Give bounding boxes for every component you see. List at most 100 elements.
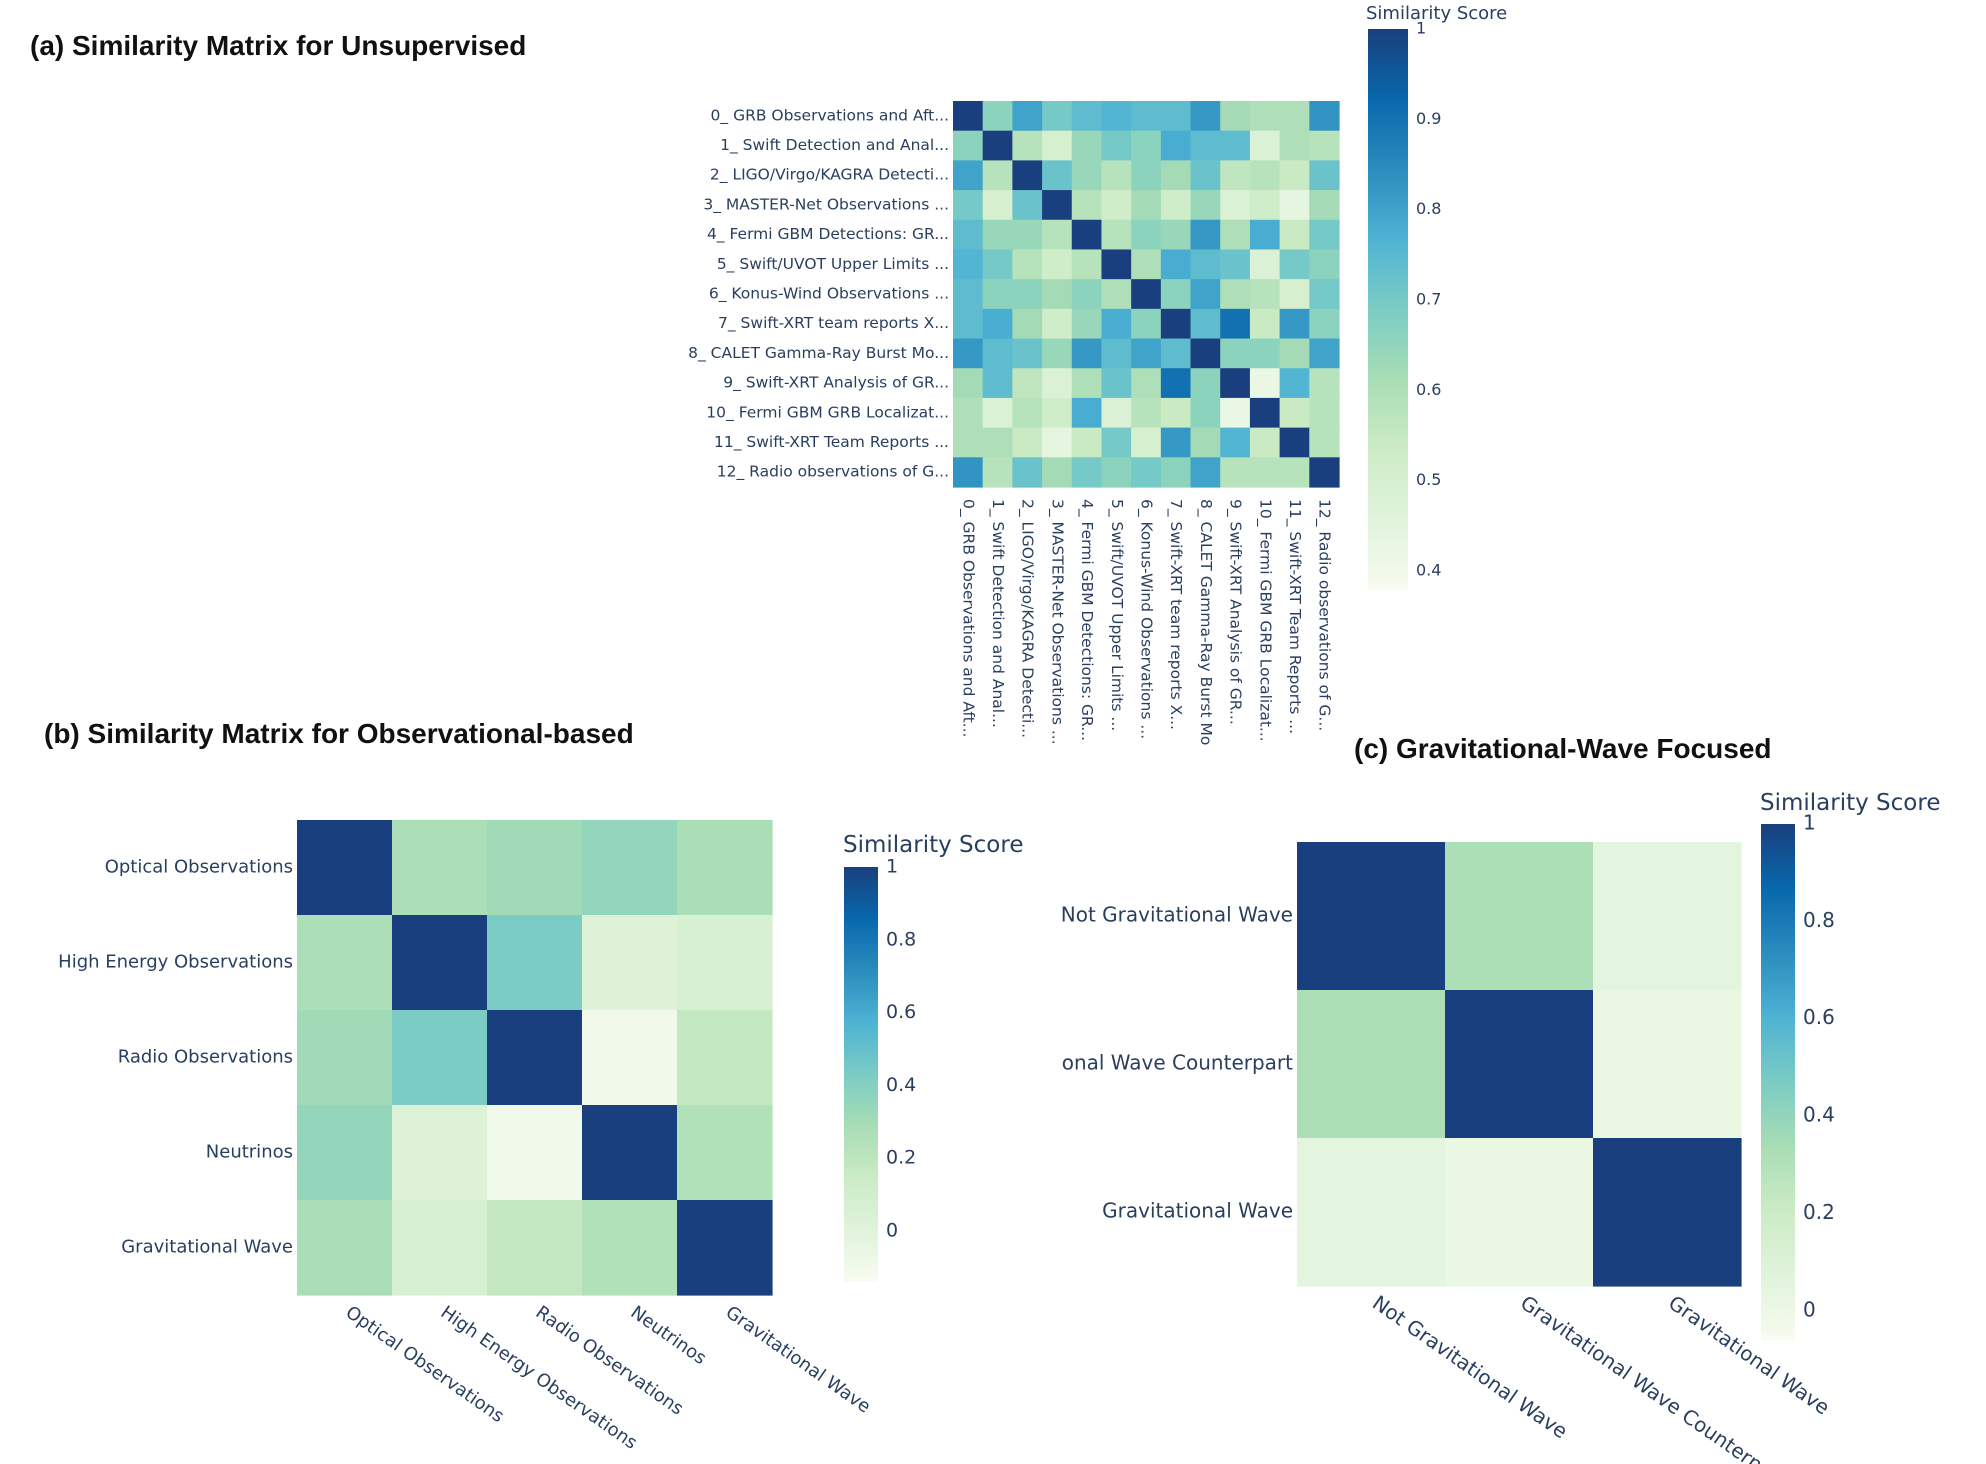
a-cell-8-0 — [953, 338, 984, 369]
b-cell-2-0 — [297, 1010, 393, 1106]
a-cell-1-3 — [1042, 130, 1073, 161]
c-y-label-1: onal Wave Counterpart — [1062, 1051, 1293, 1075]
a-cell-7-1 — [982, 308, 1013, 340]
a-cell-6-6 — [1131, 279, 1162, 310]
a-cell-1-12 — [1309, 130, 1340, 161]
b-y-label-0: Optical Observations — [105, 857, 293, 878]
a-cell-6-1 — [982, 279, 1013, 310]
b-colorbar-tick-0: 0 — [886, 1220, 898, 1242]
a-cell-9-1 — [982, 368, 1013, 399]
a-colorbar-title: Similarity Score — [1366, 3, 1507, 24]
c-colorbar-tick-1: 0.2 — [1803, 1200, 1835, 1224]
c-cell-0-1 — [1445, 842, 1594, 991]
b-cell-1-3 — [582, 915, 678, 1011]
a-colorbar-tick-1: 0.5 — [1416, 470, 1441, 489]
a-colorbar-tick-6: 1 — [1416, 19, 1426, 38]
b-cell-3-1 — [392, 1105, 488, 1201]
a-cell-0-0 — [953, 101, 984, 132]
a-cell-12-9 — [1220, 457, 1251, 488]
a-cell-11-2 — [1012, 427, 1043, 458]
a-cell-11-12 — [1309, 427, 1340, 458]
a-cell-0-1 — [982, 101, 1013, 132]
b-cell-0-2 — [487, 820, 583, 916]
c-y-label-2: Gravitational Wave — [1102, 1199, 1293, 1223]
c-cell-0-2 — [1593, 842, 1742, 991]
a-cell-7-9 — [1220, 308, 1251, 340]
a-cell-0-12 — [1309, 101, 1340, 132]
a-y-label-4: 4_ Fermi GBM Detections: GR... — [707, 225, 949, 244]
a-cell-6-0 — [953, 279, 984, 310]
b-cell-3-2 — [487, 1105, 583, 1201]
a-cell-1-11 — [1279, 130, 1310, 161]
panel-b-title: (b) Similarity Matrix for Observational-… — [44, 718, 634, 749]
a-cell-5-0 — [953, 249, 984, 280]
c-colorbar — [1761, 824, 1795, 1340]
c-y-label-0: Not Gravitational Wave — [1061, 903, 1293, 927]
b-cell-0-4 — [677, 820, 773, 916]
a-cell-7-7 — [1160, 308, 1192, 340]
a-x-label-9: 9_ Swift-XRT Analysis of GR... — [1226, 499, 1245, 725]
a-cell-3-12 — [1309, 190, 1340, 221]
a-y-label-0: 0_ GRB Observations and Aft... — [711, 106, 949, 125]
a-cell-2-7 — [1160, 160, 1192, 191]
heatmap-a: 0_ GRB Observations and Aft... 1_ Swift D… — [688, 3, 1507, 745]
a-cell-2-10 — [1249, 160, 1281, 191]
b-cell-1-1 — [392, 915, 488, 1011]
a-cell-10-6 — [1131, 397, 1162, 429]
a-cell-10-11 — [1279, 397, 1310, 429]
a-cell-0-9 — [1220, 101, 1251, 132]
a-cell-9-2 — [1012, 368, 1043, 399]
a-cell-2-0 — [953, 160, 984, 191]
a-cell-7-0 — [953, 308, 984, 340]
a-cell-12-5 — [1101, 457, 1132, 488]
a-cell-7-2 — [1012, 308, 1043, 340]
a-cell-11-5 — [1101, 427, 1132, 458]
a-cell-8-3 — [1042, 338, 1073, 369]
a-cell-8-7 — [1160, 338, 1192, 369]
a-cell-4-2 — [1012, 219, 1043, 251]
b-cell-1-4 — [677, 915, 773, 1011]
a-x-label-2: 2_ LIGO/Virgo/KAGRA Detecti... — [1018, 499, 1037, 738]
b-cell-4-4 — [677, 1200, 773, 1296]
a-cell-4-1 — [982, 219, 1013, 251]
c-colorbar-title: Similarity Score — [1760, 790, 1940, 816]
a-cell-1-10 — [1249, 130, 1281, 161]
a-cell-12-8 — [1190, 457, 1221, 488]
a-cell-9-8 — [1190, 368, 1221, 399]
a-cell-3-9 — [1220, 190, 1251, 221]
a-cell-6-8 — [1190, 279, 1221, 310]
a-cell-4-0 — [953, 219, 984, 251]
a-cell-0-4 — [1071, 101, 1103, 132]
a-cell-11-1 — [982, 427, 1013, 458]
a-cell-10-8 — [1190, 397, 1221, 429]
a-cell-8-11 — [1279, 338, 1310, 369]
a-cell-3-1 — [982, 190, 1013, 221]
a-cell-5-3 — [1042, 249, 1073, 280]
a-cell-1-8 — [1190, 130, 1221, 161]
a-cell-10-9 — [1220, 397, 1251, 429]
a-cell-9-10 — [1249, 368, 1281, 399]
a-cell-3-6 — [1131, 190, 1162, 221]
a-cell-9-6 — [1131, 368, 1162, 399]
b-x-label-0: Optical Observations — [342, 1302, 508, 1427]
a-cell-11-10 — [1249, 427, 1281, 458]
a-cell-2-5 — [1101, 160, 1132, 191]
a-colorbar-tick-5: 0.9 — [1416, 109, 1441, 128]
a-x-label-1: 1_ Swift Detection and Anal... — [988, 499, 1007, 728]
a-cell-1-6 — [1131, 130, 1162, 161]
b-x-label-3: Neutrinos — [627, 1302, 710, 1369]
b-cell-2-4 — [677, 1010, 773, 1106]
a-cell-7-10 — [1249, 308, 1281, 340]
c-cell-2-0 — [1297, 1138, 1446, 1287]
a-cell-0-7 — [1160, 101, 1192, 132]
b-colorbar-tick-2: 0.4 — [886, 1074, 916, 1096]
a-cell-2-8 — [1190, 160, 1221, 191]
a-cell-3-10 — [1249, 190, 1281, 221]
a-cell-1-7 — [1160, 130, 1192, 161]
a-cell-7-12 — [1309, 308, 1340, 340]
b-cell-4-2 — [487, 1200, 583, 1296]
a-cell-10-4 — [1071, 397, 1103, 429]
a-cell-9-5 — [1101, 368, 1132, 399]
a-y-label-11: 11_ Swift-XRT Team Reports ... — [714, 433, 949, 452]
c-cell-0-0 — [1297, 842, 1446, 991]
